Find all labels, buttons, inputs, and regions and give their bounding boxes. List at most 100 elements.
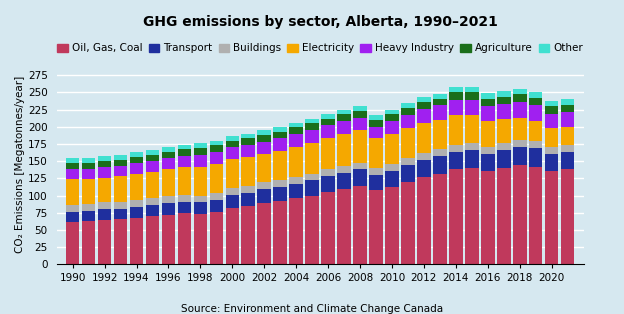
Bar <box>417 177 431 264</box>
Bar <box>338 173 351 189</box>
Bar <box>225 195 239 208</box>
Bar <box>513 140 527 147</box>
Bar <box>369 168 383 175</box>
Bar <box>258 182 271 189</box>
Bar <box>305 123 319 130</box>
Bar <box>130 200 144 207</box>
Bar <box>98 167 111 178</box>
Bar <box>210 152 223 164</box>
Bar <box>417 153 431 160</box>
Bar <box>545 154 558 171</box>
Bar <box>401 165 415 182</box>
Bar <box>369 175 383 190</box>
Bar <box>353 111 367 118</box>
Title: GHG emissions by sector, Alberta, 1990–2021: GHG emissions by sector, Alberta, 1990–2… <box>143 15 497 29</box>
Bar <box>513 95 527 102</box>
Bar <box>465 115 479 143</box>
Bar <box>305 174 319 181</box>
Bar <box>385 134 399 164</box>
Bar <box>178 145 191 149</box>
Bar <box>225 159 239 188</box>
Bar <box>98 209 111 219</box>
Bar <box>338 189 351 264</box>
Bar <box>529 92 542 98</box>
Bar <box>210 193 223 200</box>
Bar <box>481 99 495 106</box>
Bar <box>225 147 239 159</box>
Bar <box>529 167 542 264</box>
Bar <box>561 145 575 152</box>
Bar <box>433 149 447 156</box>
Bar <box>130 174 144 200</box>
Bar <box>353 130 367 163</box>
Bar <box>385 187 399 264</box>
Bar <box>273 180 287 187</box>
Bar <box>178 214 191 264</box>
Bar <box>321 192 335 264</box>
Bar <box>178 195 191 202</box>
Bar <box>497 150 510 168</box>
Bar <box>449 145 462 152</box>
Bar <box>465 150 479 168</box>
Bar <box>481 147 495 154</box>
Bar <box>385 164 399 171</box>
Bar <box>258 203 271 264</box>
Bar <box>529 121 542 141</box>
Bar <box>241 145 255 157</box>
Bar <box>273 187 287 201</box>
Bar <box>433 174 447 264</box>
Bar <box>114 219 127 264</box>
Bar <box>82 204 95 211</box>
Bar <box>401 115 415 128</box>
Bar <box>545 106 558 114</box>
Bar <box>162 196 175 203</box>
Bar <box>225 136 239 141</box>
Bar <box>193 143 207 148</box>
Bar <box>241 193 255 206</box>
Bar <box>290 147 303 177</box>
Bar <box>82 158 95 163</box>
Bar <box>561 127 575 145</box>
Bar <box>162 152 175 158</box>
Bar <box>353 118 367 130</box>
Bar <box>321 176 335 192</box>
Bar <box>305 130 319 143</box>
Bar <box>305 181 319 196</box>
Bar <box>481 93 495 99</box>
Bar <box>545 101 558 106</box>
Bar <box>338 166 351 173</box>
Bar <box>162 147 175 152</box>
Bar <box>513 118 527 140</box>
Bar <box>114 176 127 202</box>
Bar <box>369 115 383 120</box>
Bar <box>210 141 223 145</box>
Bar <box>321 125 335 138</box>
Bar <box>273 138 287 151</box>
Bar <box>449 169 462 264</box>
Bar <box>338 114 351 121</box>
Bar <box>145 172 159 198</box>
Bar <box>433 120 447 149</box>
Bar <box>449 87 462 92</box>
Bar <box>401 103 415 108</box>
Bar <box>353 186 367 264</box>
Bar <box>321 118 335 125</box>
Bar <box>210 200 223 212</box>
Bar <box>417 160 431 177</box>
Bar <box>481 106 495 121</box>
Bar <box>114 166 127 176</box>
Bar <box>241 138 255 145</box>
Bar <box>385 110 399 114</box>
Bar <box>449 100 462 115</box>
Bar <box>401 108 415 115</box>
Bar <box>465 168 479 264</box>
Bar <box>82 179 95 204</box>
Bar <box>305 118 319 123</box>
Bar <box>321 169 335 176</box>
Bar <box>465 100 479 115</box>
Bar <box>481 154 495 171</box>
Bar <box>114 160 127 166</box>
Text: Source: Environment and Climate Change Canada: Source: Environment and Climate Change C… <box>181 305 443 314</box>
Bar <box>130 152 144 157</box>
Bar <box>178 202 191 214</box>
